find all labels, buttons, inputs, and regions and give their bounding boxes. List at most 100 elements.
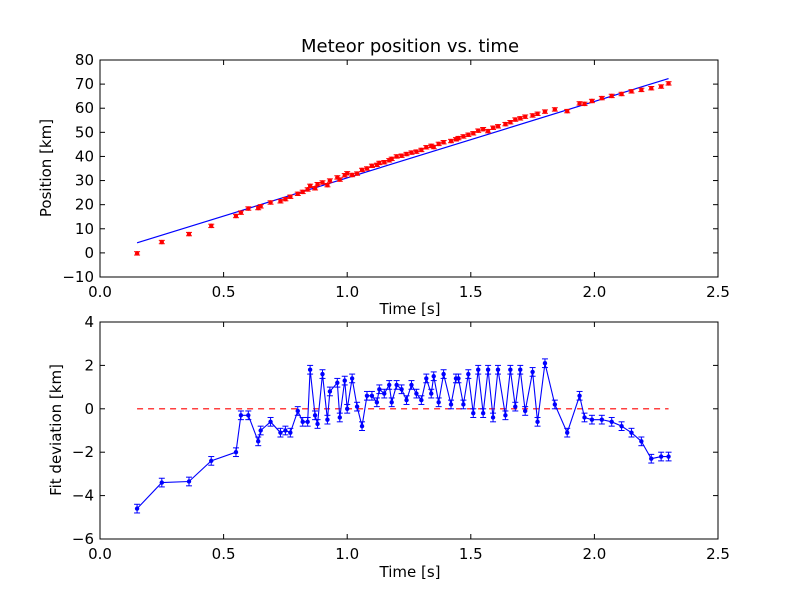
deviation-point: [480, 408, 487, 418]
deviation-point-marker: [186, 479, 192, 484]
deviation-point-marker: [513, 404, 518, 409]
deviation-point-marker: [382, 391, 387, 396]
measured-point-marker: [320, 180, 325, 185]
deviation-point: [359, 421, 366, 431]
deviation-point: [430, 371, 437, 382]
deviation-point-marker: [159, 480, 164, 485]
deviation-point: [638, 436, 645, 447]
measured-point: [440, 140, 447, 145]
deviation-point-marker: [315, 421, 320, 427]
deviation-point-marker: [394, 382, 399, 388]
deviation-point-marker: [471, 410, 476, 416]
deviation-point: [158, 477, 165, 488]
measured-point-marker: [134, 251, 140, 256]
deviation-point-marker: [414, 391, 419, 396]
deviation-point-marker: [639, 439, 644, 444]
deviation-point: [517, 364, 524, 375]
deviation-point: [428, 388, 435, 399]
deviation-point-marker: [364, 393, 370, 398]
position-x-tick-label: 0.0: [88, 283, 112, 301]
measured-point: [158, 239, 165, 245]
measured-point: [304, 187, 311, 192]
deviation-x-axis-label: Time [s]: [379, 563, 441, 581]
deviation-point-marker: [342, 378, 347, 383]
measured-point-marker: [658, 84, 664, 89]
deviation-point-marker: [466, 371, 471, 377]
measured-point-marker: [369, 163, 375, 169]
measured-point-marker: [518, 116, 523, 121]
measured-point: [475, 128, 482, 133]
measured-point: [648, 86, 655, 91]
measured-point: [368, 163, 375, 169]
measured-point: [245, 206, 252, 211]
measured-point: [287, 194, 294, 199]
measured-point-marker: [278, 199, 283, 204]
measured-point: [638, 87, 645, 93]
deviation-point-marker: [599, 417, 605, 422]
measured-point-marker: [337, 177, 342, 182]
measured-point-marker: [359, 167, 365, 173]
deviation-point-marker: [530, 369, 535, 375]
measured-point-marker: [522, 114, 528, 119]
deviation-point-marker: [565, 430, 570, 435]
deviation-point-marker: [609, 419, 614, 425]
measured-point: [507, 120, 514, 125]
deviation-point-marker: [577, 393, 582, 398]
measured-point: [185, 231, 192, 237]
measured-point: [336, 177, 343, 182]
deviation-point-marker: [542, 361, 548, 366]
position-y-tick-label: 70: [75, 75, 94, 93]
deviation-point: [354, 401, 361, 412]
deviation-point-marker: [485, 367, 491, 372]
measured-point-marker: [246, 206, 251, 211]
position-chart: Meteor position vs. time 0.0 0.5 1.0 1.5 2.0…: [37, 36, 730, 318]
deviation-point-marker: [354, 404, 360, 409]
deviation-point: [341, 375, 348, 386]
deviation-point: [534, 416, 541, 427]
measured-point: [208, 223, 215, 229]
deviation-point: [470, 408, 477, 418]
measured-point-marker: [552, 107, 558, 112]
measured-point-marker: [364, 166, 370, 171]
measured-point-marker: [490, 125, 496, 130]
measured-point-marker: [283, 196, 288, 202]
measured-point: [393, 154, 400, 159]
measured-point: [598, 95, 605, 101]
measured-point: [413, 149, 420, 154]
deviation-point: [423, 373, 430, 384]
measured-point: [490, 125, 497, 130]
measured-point-marker: [312, 186, 318, 191]
measured-point-marker: [441, 140, 446, 145]
measured-point: [359, 167, 366, 173]
deviation-x-tick-label: 2.0: [582, 545, 606, 563]
deviation-y-tick-label: −2: [72, 443, 94, 461]
measured-point-marker: [542, 109, 548, 114]
deviation-point: [576, 390, 583, 401]
deviation-point: [475, 364, 482, 375]
deviation-point-marker: [461, 402, 466, 407]
measured-point-marker: [409, 150, 414, 155]
deviation-point-marker: [666, 454, 671, 459]
measured-point-marker: [233, 213, 239, 219]
measured-point: [512, 117, 519, 122]
measured-point: [282, 196, 289, 202]
measured-point: [522, 114, 529, 119]
measured-point: [628, 89, 635, 94]
measured-point-marker: [315, 181, 320, 187]
measured-point: [541, 109, 548, 114]
deviation-point-marker: [518, 367, 523, 372]
deviation-point: [551, 399, 558, 410]
measured-point: [460, 134, 467, 139]
deviation-point: [255, 436, 262, 447]
measured-point-marker: [258, 204, 263, 209]
measured-point-marker: [327, 178, 333, 183]
deviation-y-tick-label: −6: [72, 530, 94, 548]
measured-point-marker: [535, 111, 540, 116]
measured-point-marker: [382, 160, 387, 165]
deviation-point-marker: [535, 419, 540, 425]
deviation-point-marker: [448, 402, 454, 407]
deviation-point-marker: [629, 430, 634, 435]
deviation-point-marker: [300, 419, 305, 425]
measured-point-marker: [354, 171, 360, 176]
deviation-y-tick-label: 2: [84, 356, 94, 374]
